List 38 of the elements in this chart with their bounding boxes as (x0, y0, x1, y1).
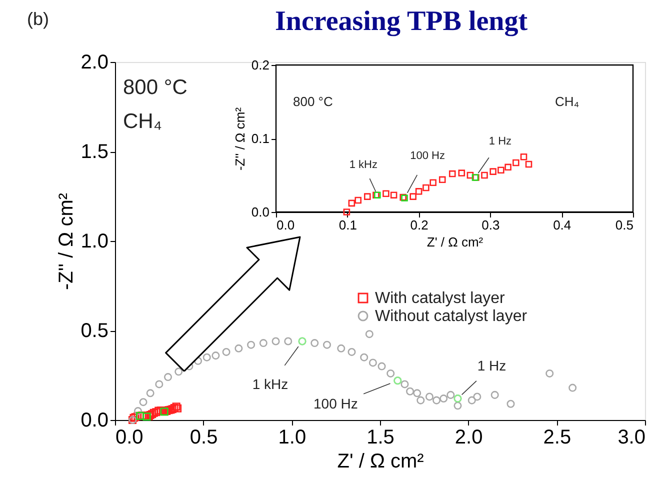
annotation: 1 kHz (252, 376, 288, 392)
legend-label: With catalyst layer (375, 290, 506, 307)
x-tick-label: 0.5 (615, 218, 634, 232)
x-axis-title: Z' / Ω cm² (426, 234, 484, 250)
x-tick-label: 2.5 (543, 426, 572, 448)
text: (b) (27, 9, 49, 29)
x-tick-label: 1.0 (278, 426, 306, 448)
annotation: 1 kHz (349, 159, 378, 172)
y-axis-title: -Z'' / Ω cm² (56, 192, 78, 290)
y-tick-label: 0.0 (80, 410, 108, 432)
y-axis-title: -Z'' / Ω cm² (232, 106, 248, 171)
x-tick-label: 0.4 (553, 218, 572, 232)
x-tick-label: 0.2 (410, 218, 428, 232)
x-tick-label: 2.0 (454, 426, 483, 448)
x-tick-label: 1.5 (366, 426, 394, 448)
x-axis-title: Z' / Ω cm² (337, 450, 424, 472)
annotation: 100 Hz (410, 150, 445, 162)
annotation: 1 Hz (477, 358, 506, 374)
annotation: 100 Hz (313, 396, 358, 412)
x-tick-label: 0.5 (190, 426, 218, 448)
chart-title: Increasing TPB lengt (275, 6, 528, 37)
annotation: 800 °C (123, 76, 188, 99)
x-tick-label: 3.0 (618, 426, 646, 448)
x-tick-label: 0.0 (276, 218, 295, 232)
y-tick-label: 0.0 (251, 204, 270, 220)
annotation: CH₄ (555, 94, 580, 109)
annotation: 1 Hz (488, 135, 512, 148)
annotation: 800 °C (293, 94, 333, 109)
y-tick-label: 0.1 (251, 131, 270, 146)
x-tick-label: 0.0 (116, 426, 144, 448)
y-tick-label: 1.5 (80, 141, 108, 163)
legend-label: Without catalyst layer (375, 308, 528, 325)
y-tick-label: 0.5 (80, 320, 108, 342)
y-tick-label: 0.2 (251, 58, 270, 72)
x-tick-label: 0.1 (338, 218, 357, 232)
y-tick-label: 2.0 (80, 52, 108, 74)
x-tick-label: 0.3 (482, 218, 500, 232)
annotation: CH₄ (123, 110, 162, 133)
